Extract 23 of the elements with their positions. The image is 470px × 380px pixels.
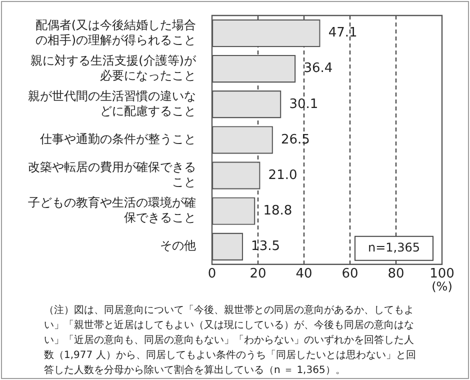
y-tick-label: 配偶者(又は今後結婚した場合の相手)の理解が得られること [35, 18, 196, 47]
x-tick-label: 80 [388, 266, 404, 282]
data-label: 36.4 [304, 61, 333, 76]
x-tick-label: 60 [342, 266, 358, 282]
data-label: 13.5 [251, 238, 280, 254]
text: （注）図は、同居意向について「今後、親世帯との同居の意向があるか、してもよい」「親世帯と近居はしてもよい（又は現にしている）が、今後も同居の意向はない」「近居の意向も、同居の意向もない」「わからない」のいずれかを回答した人数（1,977 人）から、同居してもよい条件のうち「同居したいとは思わない」と回答した人数を分母から除いて割合を算出している（n ＝ 1,365）。 [44, 304, 416, 378]
data-label: 21.0 [268, 168, 298, 183]
data-label: 18.8 [263, 203, 292, 218]
x-tick-label: 40 [296, 266, 312, 282]
x-axis-title: (%) [432, 280, 452, 294]
x-tick-label: 20 [250, 266, 266, 282]
y-tick-label: 仕事や通勤の条件が整うこと [39, 132, 196, 146]
y-tick-label: 子どもの教育や生活の環境が確保できること [28, 196, 196, 225]
y-tick-label: 親が世代間の生活習慣の違いなどに配慮すること [28, 89, 196, 118]
x-tick-label: 0 [208, 266, 216, 282]
data-label: 47.1 [328, 26, 358, 41]
y-tick-label: 親に対する生活支援(介護等)が必要になったこと [30, 53, 197, 82]
data-label: 26.5 [280, 132, 310, 148]
y-tick-label: 改築や転居の費用が確保できること [28, 160, 196, 190]
x-tick-label: 100 [430, 266, 454, 282]
data-label: 30.1 [289, 96, 318, 112]
annotation: n=1,365 [368, 240, 420, 255]
y-tick-label: その他 [160, 238, 196, 253]
